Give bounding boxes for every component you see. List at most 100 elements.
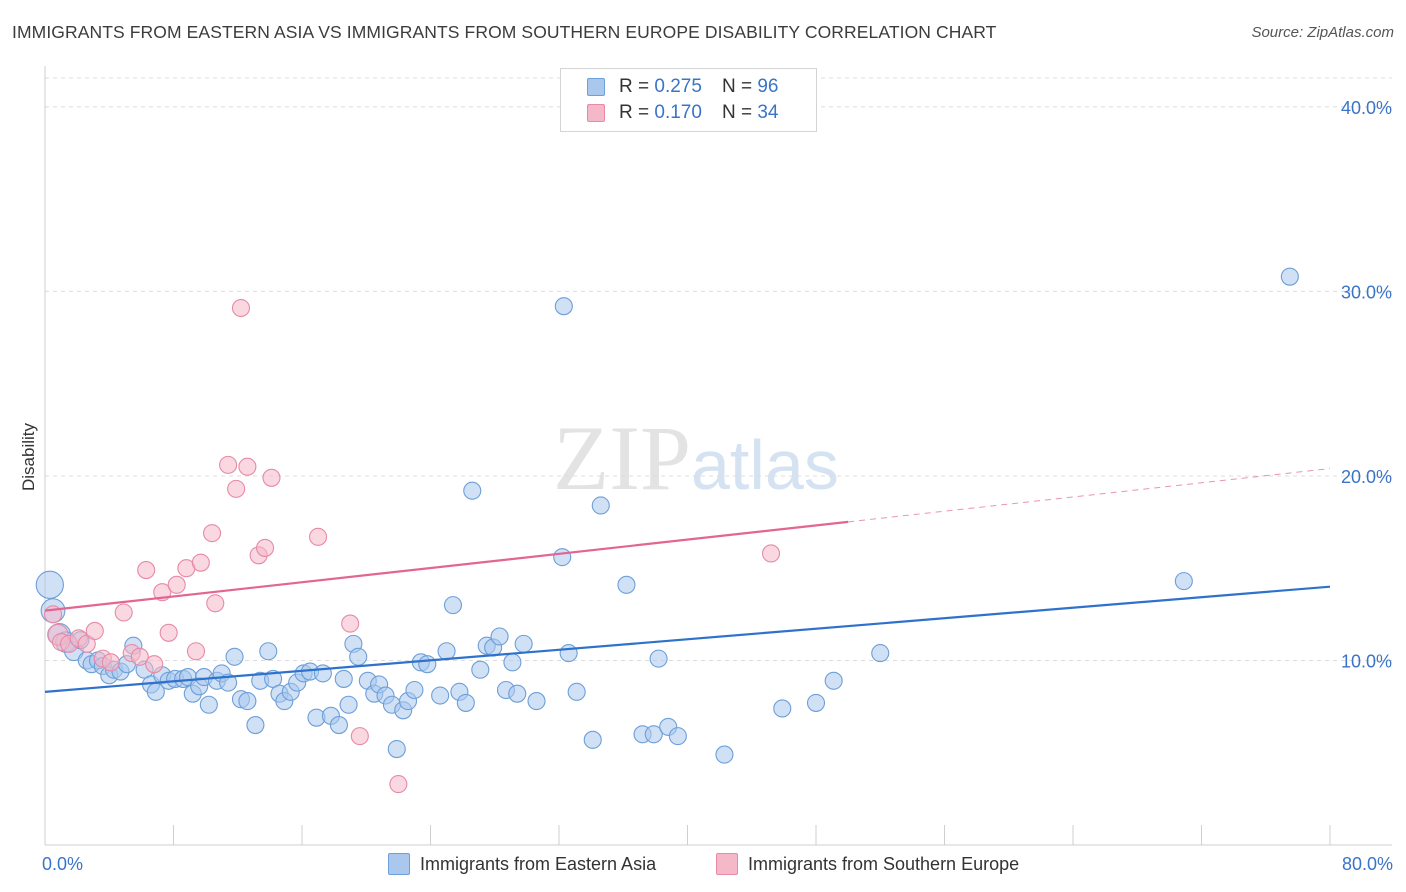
data-point-southern-europe <box>186 642 206 661</box>
data-point-eastern-asia <box>329 716 348 735</box>
data-point-southern-europe <box>389 775 408 794</box>
x-tick-label: 80.0% <box>1342 854 1393 874</box>
data-point-southern-europe <box>219 455 238 474</box>
watermark-zip: ZIP <box>553 407 691 509</box>
legend-row-eastern-asia: R = 0.275 N = 96 <box>587 75 778 99</box>
legend-r-label: R = <box>619 102 650 123</box>
data-point-eastern-asia <box>824 671 843 690</box>
data-point-eastern-asia <box>649 649 668 668</box>
y-tick-label: 20.0% <box>1341 467 1392 487</box>
data-point-eastern-asia <box>339 695 358 714</box>
data-point-eastern-asia <box>246 716 265 735</box>
data-point-eastern-asia <box>334 669 353 688</box>
data-point-eastern-asia <box>349 647 368 666</box>
data-point-southern-europe <box>145 655 164 674</box>
legend-r-label: R = <box>619 76 650 97</box>
y-tick-label: 10.0% <box>1341 651 1392 671</box>
data-point-southern-europe <box>256 538 275 557</box>
data-point-southern-europe <box>350 727 369 746</box>
bottom-legend-swatch-pink <box>716 853 738 875</box>
data-point-eastern-asia <box>313 664 332 683</box>
legend-row-southern-europe: R = 0.170 N = 34 <box>587 101 778 125</box>
legend: R = 0.275 N = 96 R = 0.170 N = 34 <box>560 68 817 132</box>
y-axis-label: Disability <box>19 422 38 491</box>
data-point-eastern-asia <box>591 496 610 515</box>
data-point-southern-europe <box>341 614 360 633</box>
data-point-southern-europe <box>227 479 246 498</box>
data-point-eastern-asia <box>1174 572 1193 591</box>
data-point-eastern-asia <box>617 575 636 594</box>
data-point-eastern-asia <box>405 680 424 700</box>
data-point-eastern-asia <box>259 642 278 661</box>
legend-n-label: N = <box>721 102 753 123</box>
data-point-eastern-asia <box>35 570 64 599</box>
data-point-eastern-asia <box>471 660 490 679</box>
tick-labels: 10.0% 20.0% 30.0% 40.0% 0.0% 80.0% <box>42 98 1393 874</box>
data-point-eastern-asia <box>554 297 573 316</box>
legend-n-label: N = <box>721 76 753 97</box>
data-point-eastern-asia <box>431 686 450 705</box>
bottom-legend-label: Immigrants from Eastern Asia <box>420 853 657 874</box>
data-point-eastern-asia <box>463 481 482 500</box>
trend-lines <box>44 468 1331 693</box>
watermark: ZIPatlas <box>553 405 839 511</box>
data-point-eastern-asia <box>668 727 687 746</box>
legend-n-value: 96 <box>757 76 779 97</box>
data-point-eastern-asia <box>553 548 572 567</box>
data-point-eastern-asia <box>225 647 244 666</box>
data-point-eastern-asia <box>490 627 509 646</box>
data-point-eastern-asia <box>527 692 546 711</box>
legend-r-value: 0.275 <box>654 76 702 97</box>
data-point-eastern-asia <box>773 699 792 718</box>
data-point-southern-europe <box>309 527 328 546</box>
data-point-eastern-asia <box>387 739 406 759</box>
data-point-southern-europe <box>101 653 120 672</box>
data-point-eastern-asia <box>567 682 586 701</box>
data-point-southern-europe <box>238 457 257 476</box>
data-point-eastern-asia <box>503 653 522 672</box>
data-point-southern-europe <box>167 575 186 594</box>
data-point-southern-europe <box>159 623 178 642</box>
data-point-southern-europe <box>761 544 781 563</box>
data-point-southern-europe <box>130 647 149 666</box>
data-point-eastern-asia <box>437 642 456 661</box>
chart-title: IMMIGRANTS FROM EASTERN ASIA VS IMMIGRAN… <box>12 22 997 42</box>
data-point-eastern-asia <box>508 684 527 703</box>
data-point-southern-europe <box>231 298 251 318</box>
x-tick-label: 0.0% <box>42 854 83 874</box>
data-point-eastern-asia <box>418 655 437 674</box>
legend-n-value: 34 <box>757 102 779 123</box>
data-point-southern-europe <box>191 553 210 572</box>
data-point-eastern-asia <box>871 644 890 663</box>
legend-swatch-pink <box>587 104 605 122</box>
data-point-southern-europe <box>77 634 96 653</box>
data-point-southern-europe <box>137 561 156 580</box>
bottom-legend-southern-europe: Immigrants from Southern Europe <box>716 852 1019 876</box>
trend-line-eastern-asia <box>44 585 1331 693</box>
data-point-eastern-asia <box>456 693 475 712</box>
data-point-eastern-asia <box>238 692 257 711</box>
data-point-eastern-asia <box>715 745 734 764</box>
data-point-eastern-asia <box>559 644 578 663</box>
data-point-southern-europe <box>203 524 222 543</box>
data-point-eastern-asia <box>644 725 663 744</box>
data-point-southern-europe <box>262 468 281 487</box>
legend-swatch-blue <box>587 78 605 96</box>
bottom-legend-swatch-blue <box>388 853 410 875</box>
y-tick-label: 40.0% <box>1341 98 1392 118</box>
axes <box>44 66 1392 846</box>
data-point-eastern-asia <box>806 693 826 712</box>
data-point-southern-europe <box>206 594 225 613</box>
trend-line-southern-europe-extension <box>848 468 1331 523</box>
legend-r-value: 0.170 <box>654 102 702 123</box>
bottom-legend-label: Immigrants from Southern Europe <box>748 853 1020 874</box>
source-credit: Source: ZipAtlas.com <box>1251 24 1394 41</box>
trend-line-southern-europe <box>44 520 849 612</box>
data-point-eastern-asia <box>443 596 463 615</box>
watermark-atlas: atlas <box>691 426 839 504</box>
y-tick-label: 30.0% <box>1341 282 1392 302</box>
series-southern-europe <box>43 298 781 794</box>
data-point-eastern-asia <box>1280 267 1299 286</box>
data-point-eastern-asia <box>219 673 238 692</box>
